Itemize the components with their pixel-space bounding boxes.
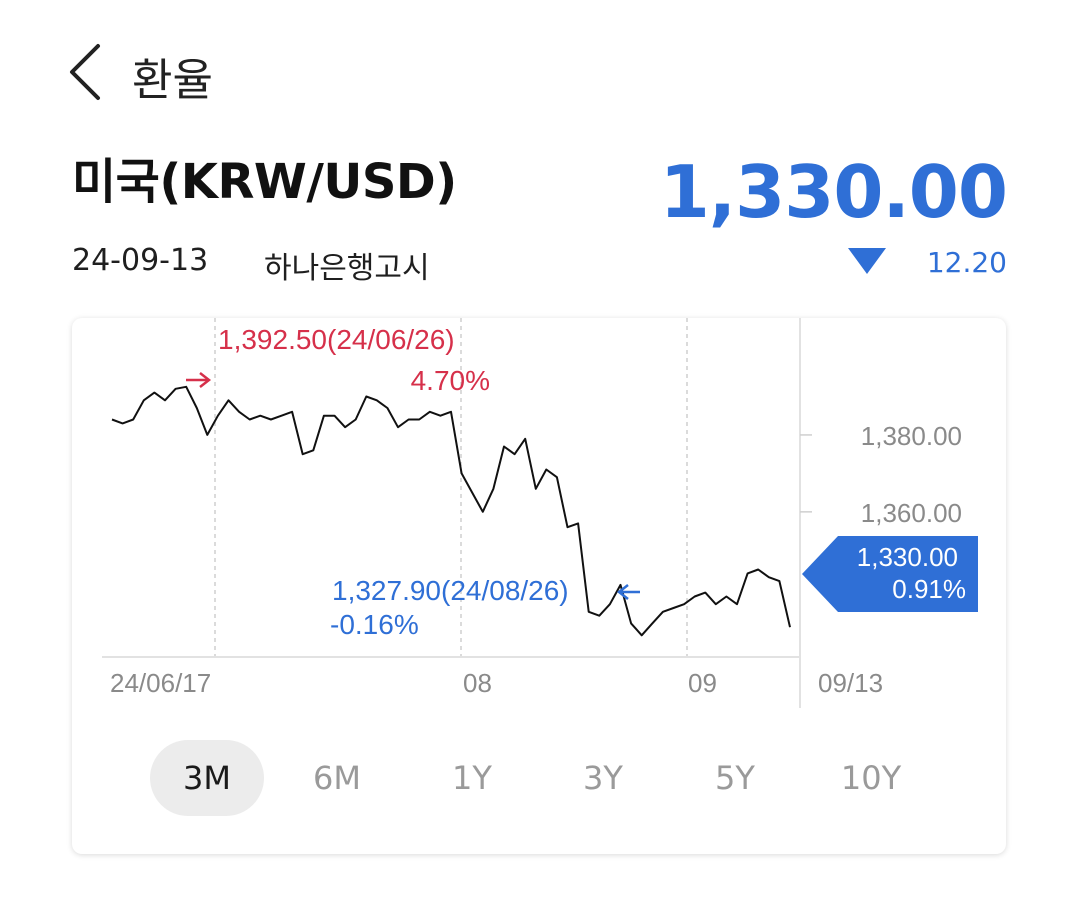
current-value-pct: 0.91% <box>892 574 966 604</box>
x-tick-label: 09/13 <box>818 668 883 698</box>
down-triangle-icon <box>848 248 886 274</box>
back-button[interactable] <box>62 40 112 104</box>
page-title: 환율 <box>132 55 213 106</box>
rate-source: 하나은행고시 <box>264 251 430 286</box>
current-value-label: 1,330.00 <box>857 542 958 572</box>
tab-1y[interactable]: 1Y <box>452 759 492 797</box>
tab-5y[interactable]: 5Y <box>715 759 755 797</box>
high-marker-pct: 4.70% <box>411 365 490 396</box>
low-marker-label: 1,327.90(24/08/26) <box>332 575 569 606</box>
y-tick-label: 1,360.00 <box>861 498 962 528</box>
high-marker-label: 1,392.50(24/06/26) <box>218 324 455 355</box>
x-tick-label: 08 <box>463 668 492 698</box>
tab-6m[interactable]: 6M <box>313 759 361 797</box>
y-tick-label: 1,380.00 <box>861 421 962 451</box>
tab-3m[interactable]: 3M <box>150 740 264 816</box>
x-tick-label: 09 <box>688 668 717 698</box>
period-tabs: 3M 6M 1Y 3Y 5Y 10Y <box>150 740 950 816</box>
series-line <box>111 385 791 637</box>
rate-change: 12.20 <box>926 246 1007 279</box>
x-tick-label: 24/06/17 <box>110 668 211 698</box>
tab-3y[interactable]: 3Y <box>583 759 623 797</box>
rate-date: 24-09-13 <box>72 243 209 278</box>
arrow-right-icon <box>186 372 212 388</box>
exchange-rate-chart: 1,380.00 1,360.00 24/06/17 08 09 09/13 1,392.… <box>102 318 978 708</box>
currency-name: 미국(KRW/USD) <box>72 154 457 210</box>
chevron-left-icon <box>70 44 100 100</box>
low-marker-pct: -0.16% <box>330 609 419 640</box>
tab-10y[interactable]: 10Y <box>840 759 902 797</box>
arrow-left-icon <box>616 584 640 600</box>
chart-card: 1,380.00 1,360.00 24/06/17 08 09 09/13 1,392.… <box>72 318 1006 854</box>
current-value-flag: 1,330.000.91% <box>802 536 978 612</box>
exchange-rate: 1,330.00 <box>659 150 1008 234</box>
header: 환율 <box>0 0 1079 140</box>
